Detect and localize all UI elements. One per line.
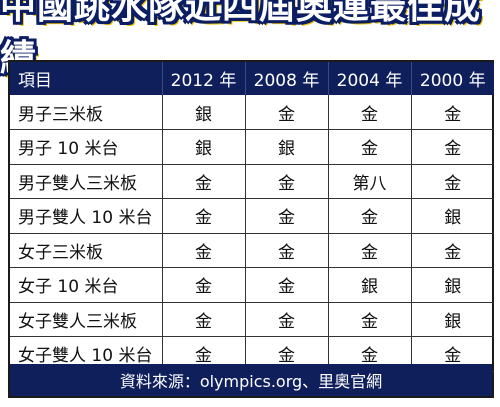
- result-cell: 金: [245, 233, 329, 268]
- result-cell: 金: [411, 233, 494, 268]
- result-cell: 金: [162, 233, 246, 268]
- table-row: 女子雙人三米板金金金銀: [10, 302, 494, 337]
- header-2004: 2004 年: [328, 62, 412, 95]
- results-table-container: 項目 2012 年 2008 年 2004 年 2000 年 男子三米板銀金金金…: [8, 60, 494, 398]
- result-cell: 金: [411, 95, 494, 130]
- result-cell: 金: [328, 233, 412, 268]
- result-cell: 金: [162, 302, 246, 337]
- result-cell: 金: [162, 164, 246, 199]
- event-name-cell: 男子雙人三米板: [10, 164, 163, 199]
- result-cell: 金: [328, 95, 412, 130]
- event-name-cell: 女子雙人三米板: [10, 302, 163, 337]
- result-cell: 銀: [411, 198, 494, 234]
- result-cell: 金: [162, 198, 246, 234]
- source-footer: 資料來源：olympics.org、里奧官網: [10, 364, 492, 396]
- header-row: 項目 2012 年 2008 年 2004 年 2000 年: [10, 62, 494, 95]
- result-cell: 銀: [162, 95, 246, 130]
- header-2008: 2008 年: [245, 62, 329, 95]
- event-name-cell: 男子 10 米台: [10, 129, 163, 165]
- table-header: 項目 2012 年 2008 年 2004 年 2000 年: [10, 62, 494, 95]
- result-cell: 金: [328, 129, 412, 165]
- table-row: 男子雙人 10 米台金金金銀: [10, 198, 494, 234]
- table-row: 男子三米板銀金金金: [10, 95, 494, 130]
- page-title: 中國跳水隊近四屆奧運最佳成績: [0, 0, 482, 79]
- table-row: 男子 10 米台銀銀金金: [10, 129, 494, 165]
- result-cell: 金: [245, 267, 329, 303]
- result-cell: 金: [162, 267, 246, 303]
- header-2012: 2012 年: [162, 62, 246, 95]
- table-row: 女子 10 米台金金銀銀: [10, 267, 494, 303]
- header-event: 項目: [10, 62, 163, 95]
- result-cell: 銀: [328, 267, 412, 303]
- result-cell: 金: [245, 302, 329, 337]
- result-cell: 銀: [245, 129, 329, 165]
- result-cell: 金: [328, 302, 412, 337]
- result-cell: 金: [411, 129, 494, 165]
- event-name-cell: 女子三米板: [10, 233, 163, 268]
- event-name-cell: 女子 10 米台: [10, 267, 163, 303]
- result-cell: 銀: [162, 129, 246, 165]
- result-cell: 金: [411, 164, 494, 199]
- result-cell: 金: [245, 164, 329, 199]
- title-banner: 中國跳水隊近四屆奧運最佳成績: [0, 0, 500, 79]
- result-cell: 銀: [411, 302, 494, 337]
- event-name-cell: 男子雙人 10 米台: [10, 198, 163, 234]
- result-cell: 金: [245, 95, 329, 130]
- result-cell: 銀: [411, 267, 494, 303]
- event-name-cell: 男子三米板: [10, 95, 163, 130]
- table-body: 男子三米板銀金金金男子 10 米台銀銀金金男子雙人三米板金金第八金男子雙人 10…: [10, 95, 494, 372]
- header-2000: 2000 年: [419, 71, 486, 91]
- result-cell: 金: [245, 198, 329, 234]
- table-row: 女子三米板金金金金: [10, 233, 494, 268]
- result-cell: 金: [328, 198, 412, 234]
- results-table: 項目 2012 年 2008 年 2004 年 2000 年 男子三米板銀金金金…: [10, 62, 494, 372]
- result-cell: 第八: [328, 164, 412, 199]
- table-row: 男子雙人三米板金金第八金: [10, 164, 494, 199]
